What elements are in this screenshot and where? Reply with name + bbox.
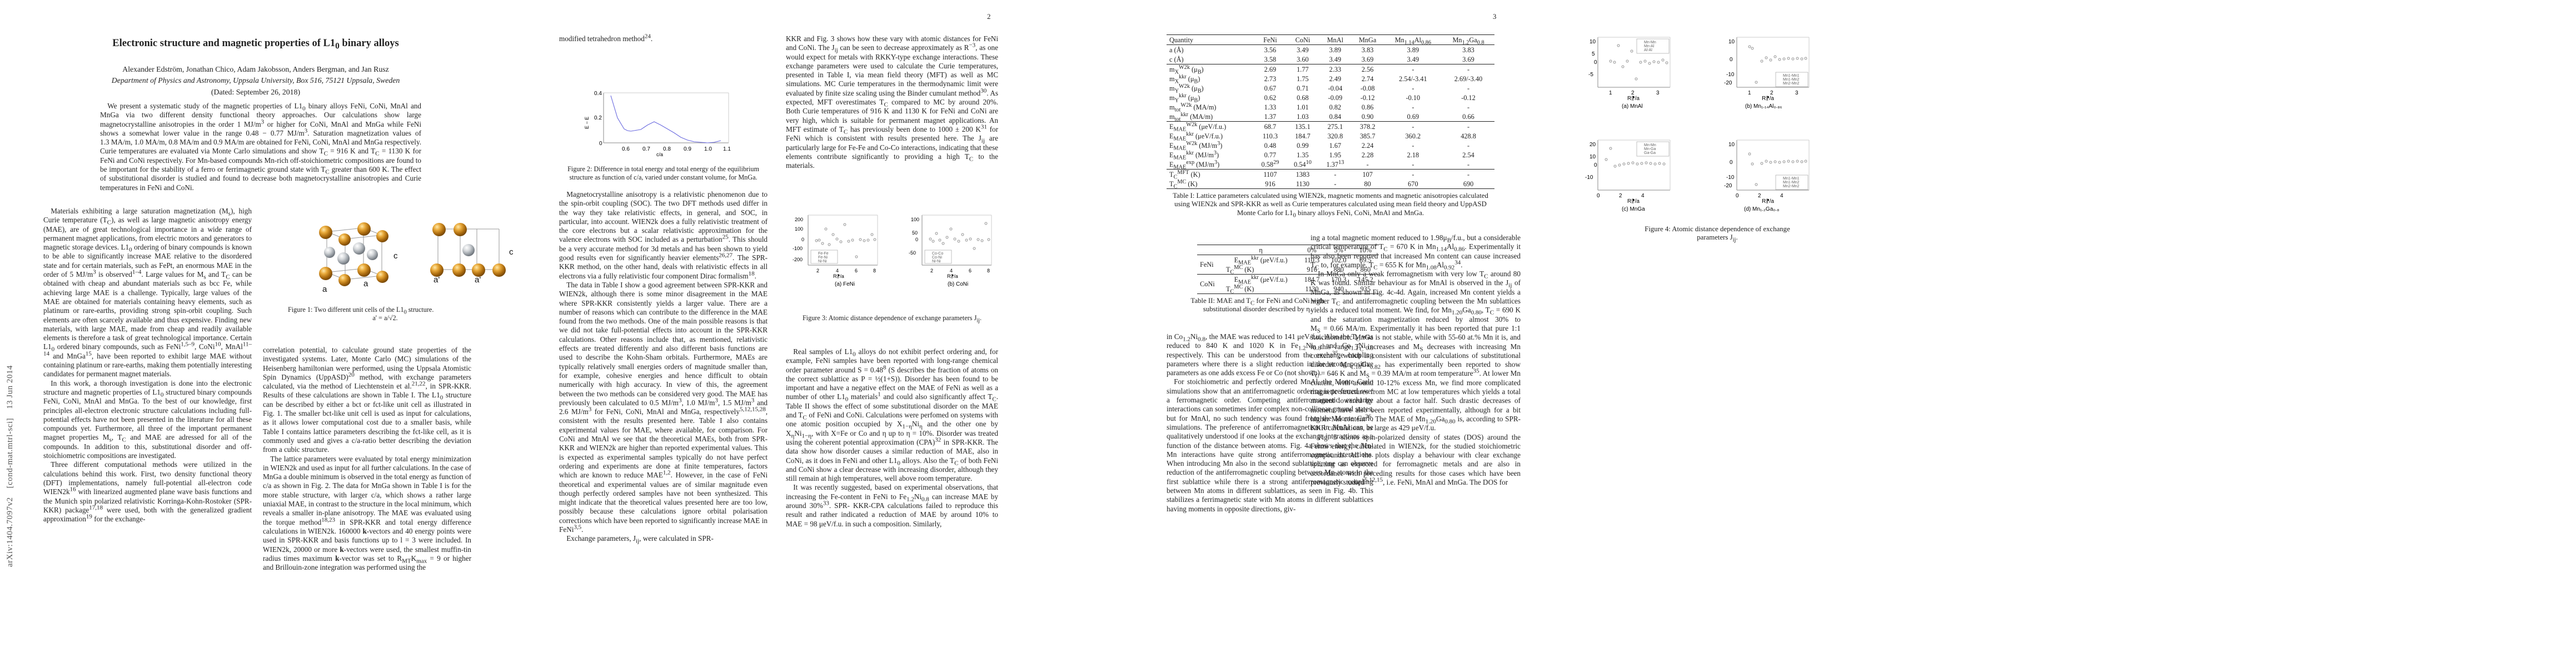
svg-text:Co-Co: Co-Co (932, 252, 943, 256)
svg-text:Mn-Mn: Mn-Mn (1644, 143, 1656, 147)
svg-text:a': a' (434, 275, 440, 285)
svg-text:0: 0 (1730, 160, 1733, 166)
svg-text:1: 1 (1748, 90, 1751, 96)
svg-text:0: 0 (1730, 57, 1733, 63)
svg-text:10: 10 (1590, 154, 1596, 160)
svg-text:3: 3 (1656, 90, 1660, 96)
svg-text:4: 4 (1641, 193, 1645, 199)
svg-text:Mn1-Mn1: Mn1-Mn1 (1783, 74, 1800, 78)
svg-text:(b) CoNi: (b) CoNi (948, 281, 968, 287)
svg-text:E − E: E − E (584, 117, 590, 129)
svg-text:Ni-Ni: Ni-Ni (932, 260, 941, 263)
svg-text:1: 1 (1609, 90, 1612, 96)
svg-text:0.6: 0.6 (622, 146, 630, 152)
svg-text:R⁋/a: R⁋/a (1627, 96, 1640, 102)
svg-text:R⁋/a: R⁋/a (1762, 198, 1774, 205)
svg-text:c: c (393, 251, 398, 261)
svg-text:50: 50 (912, 230, 918, 236)
svg-text:(a) FeNi: (a) FeNi (835, 281, 855, 287)
svg-text:a: a (322, 285, 327, 294)
svg-text:4: 4 (950, 268, 953, 273)
svg-text:6: 6 (969, 268, 971, 273)
svg-text:0: 0 (801, 237, 804, 242)
svg-text:-20: -20 (1724, 183, 1732, 189)
svg-text:0: 0 (1594, 59, 1597, 66)
svg-text:0: 0 (1736, 193, 1739, 199)
svg-text:1.0: 1.0 (704, 146, 712, 152)
svg-text:8: 8 (873, 268, 876, 273)
svg-text:2: 2 (1619, 193, 1622, 199)
svg-text:Mn1-Mn2: Mn1-Mn2 (1783, 181, 1800, 185)
svg-text:2: 2 (930, 268, 933, 273)
svg-text:0.2: 0.2 (594, 115, 602, 121)
svg-text:Mn-Ga: Mn-Ga (1644, 147, 1656, 151)
svg-text:-10: -10 (1726, 175, 1735, 181)
svg-text:6: 6 (855, 268, 858, 273)
svg-text:a': a' (475, 275, 481, 285)
svg-text:-100: -100 (793, 246, 803, 251)
svg-text:-200: -200 (793, 257, 803, 262)
svg-text:-5: -5 (1588, 72, 1593, 78)
svg-text:R⁋/a: R⁋/a (1762, 96, 1774, 102)
svg-text:R⁋/a: R⁋/a (833, 273, 844, 279)
svg-text:Mn-Al: Mn-Al (1644, 44, 1655, 48)
svg-text:3: 3 (1795, 90, 1798, 96)
svg-text:(b) Mn₁.₁₄Al₀.₈₆: (b) Mn₁.₁₄Al₀.₈₆ (1745, 103, 1782, 109)
svg-text:2: 2 (1758, 193, 1761, 199)
svg-text:8: 8 (987, 268, 990, 273)
svg-text:-20: -20 (1724, 80, 1732, 86)
svg-text:Mn1-Mn1: Mn1-Mn1 (1783, 177, 1800, 181)
svg-text:4: 4 (1780, 193, 1783, 199)
svg-text:100: 100 (911, 217, 919, 222)
svg-text:-10: -10 (1726, 72, 1735, 78)
svg-text:R⁋/a: R⁋/a (947, 273, 958, 279)
svg-text:(a) MnAl: (a) MnAl (1622, 103, 1643, 109)
svg-text:10: 10 (1728, 39, 1735, 45)
svg-text:Mn2-Mn2: Mn2-Mn2 (1783, 185, 1800, 188)
svg-text:(d) Mn₁.₂Ga₀.₈: (d) Mn₁.₂Ga₀.₈ (1744, 206, 1779, 212)
svg-text:4: 4 (836, 268, 839, 273)
svg-text:-50: -50 (909, 250, 916, 256)
svg-text:(c) MnGa: (c) MnGa (1622, 206, 1645, 212)
svg-text:Fe-Fe: Fe-Fe (818, 252, 829, 256)
svg-text:c/a: c/a (656, 152, 663, 157)
svg-text:0: 0 (599, 141, 602, 147)
svg-text:0: 0 (915, 237, 918, 242)
svg-text:Mn2-Mn2: Mn2-Mn2 (1783, 82, 1800, 86)
svg-text:Mn1-Mn2: Mn1-Mn2 (1783, 78, 1800, 82)
svg-text:Ni-Ni: Ni-Ni (818, 260, 827, 263)
svg-text:Fe-Ni: Fe-Ni (818, 256, 828, 260)
svg-text:10: 10 (1590, 39, 1596, 45)
svg-text:0.8: 0.8 (663, 146, 671, 152)
svg-text:R⁋/a: R⁋/a (1627, 198, 1640, 205)
svg-text:a: a (363, 279, 368, 288)
svg-text:0.9: 0.9 (684, 146, 691, 152)
svg-text:c: c (509, 247, 514, 257)
svg-text:Al-Al: Al-Al (1644, 48, 1652, 52)
svg-text:0: 0 (1594, 162, 1597, 168)
svg-text:-10: -10 (1585, 175, 1593, 181)
svg-text:5: 5 (1592, 51, 1595, 57)
svg-text:Co-Ni: Co-Ni (932, 256, 942, 260)
svg-text:10: 10 (1728, 142, 1735, 148)
svg-text:200: 200 (795, 217, 803, 222)
svg-text:Mn-Mn: Mn-Mn (1644, 41, 1656, 44)
svg-text:Ga-Ga: Ga-Ga (1644, 151, 1656, 155)
svg-text:0: 0 (1597, 193, 1600, 199)
svg-text:100: 100 (795, 226, 803, 232)
svg-text:0.4: 0.4 (594, 91, 602, 97)
svg-text:0.7: 0.7 (642, 146, 650, 152)
svg-text:2: 2 (816, 268, 819, 273)
svg-text:20: 20 (1590, 142, 1596, 148)
svg-text:1.1: 1.1 (723, 146, 731, 152)
